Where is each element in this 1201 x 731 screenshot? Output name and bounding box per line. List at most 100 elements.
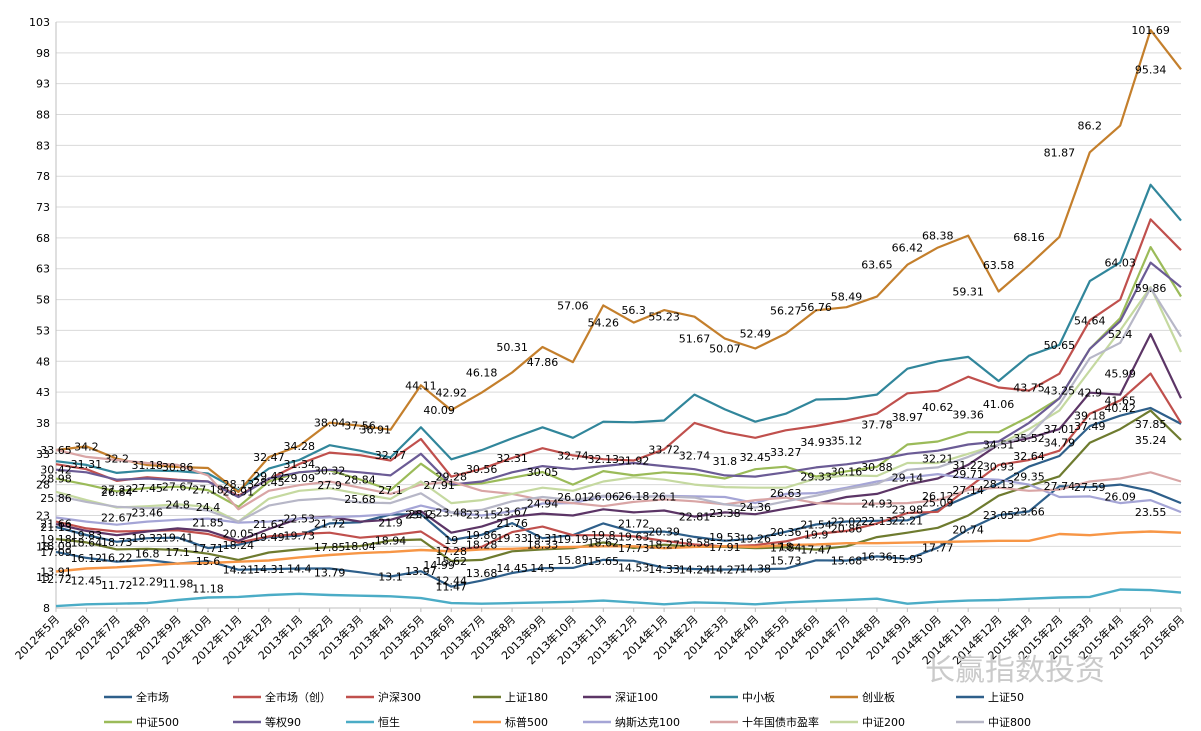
data-label: 15.81 <box>557 554 589 567</box>
data-label: 22.21 <box>892 514 924 527</box>
data-label: 27.91 <box>423 479 455 492</box>
data-label: 45.99 <box>1104 368 1136 381</box>
data-label: 15.73 <box>770 554 802 567</box>
data-label: 32.77 <box>375 449 407 462</box>
data-label: 19.8 <box>591 529 616 542</box>
data-label: 18 <box>779 540 793 553</box>
data-label: 25.68 <box>344 493 376 506</box>
data-label: 19.53 <box>709 531 741 544</box>
data-label: 30.05 <box>527 466 559 479</box>
data-label: 19.9 <box>804 529 829 542</box>
y-tick-label: 38 <box>36 417 50 430</box>
data-label: 12.44 <box>436 575 468 588</box>
data-label: 11.18 <box>192 582 224 595</box>
series-line-15 <box>55 287 1182 523</box>
data-label: 21.9 <box>378 516 403 529</box>
data-label: 17.1 <box>165 546 190 559</box>
data-label: 39.36 <box>952 409 984 422</box>
data-label: 21.54 <box>800 518 832 531</box>
data-label: 18.27 <box>648 539 680 552</box>
legend: 全市场 全市场（创） 沪深300 上证180 深证100 中小板 创业板 上证50 中证500 等… <box>104 690 1031 729</box>
data-label: 29.14 <box>892 472 924 485</box>
data-label: 18.73 <box>101 536 133 549</box>
data-label: 17.73 <box>618 542 650 555</box>
data-label: 19.83 <box>71 529 103 542</box>
data-label: 23.15 <box>466 509 498 522</box>
data-label: 21.76 <box>496 517 528 530</box>
data-label: 26.01 <box>557 491 589 504</box>
data-label: 14.45 <box>496 562 528 575</box>
data-label: 32.21 <box>922 453 954 466</box>
data-label: 28.45 <box>253 476 285 489</box>
data-label: 21.72 <box>314 517 346 530</box>
data-label: 23.2 <box>409 508 434 521</box>
data-label: 23.67 <box>496 505 528 518</box>
legend-label: 中证500 <box>136 716 179 729</box>
data-label: 32.74 <box>557 449 589 462</box>
legend-label: 上证50 <box>988 691 1024 704</box>
data-label: 22.67 <box>101 512 133 525</box>
data-label: 14.5 <box>530 562 555 575</box>
data-label: 12.72 <box>40 573 72 586</box>
data-label: 17.77 <box>922 542 954 555</box>
data-label: 43.75 <box>1013 381 1045 394</box>
legend-label: 中证200 <box>862 716 905 729</box>
data-label: 29.28 <box>436 471 468 484</box>
data-label: 18.33 <box>527 538 559 551</box>
data-label: 29.33 <box>800 470 832 483</box>
data-label: 19.49 <box>253 531 285 544</box>
data-label: 56.76 <box>800 301 832 314</box>
data-label: 59.86 <box>1135 282 1167 295</box>
data-label: 27.9 <box>317 479 342 492</box>
data-label: 18.64 <box>71 536 103 549</box>
data-label: 25.86 <box>40 492 72 505</box>
data-label: 27.14 <box>952 484 984 497</box>
data-label: 31.31 <box>71 458 103 471</box>
legend-label: 全市场（创） <box>265 690 331 704</box>
data-label: 32.64 <box>1013 450 1045 463</box>
data-label: 34.93 <box>800 436 832 449</box>
data-label: 31.8 <box>713 455 738 468</box>
data-label: 43.25 <box>1044 385 1076 398</box>
data-label: 17.84 <box>770 541 802 554</box>
y-tick-label: 63 <box>36 263 50 276</box>
data-label: 56.3 <box>621 304 646 317</box>
data-label: 19.73 <box>283 530 315 543</box>
data-label: 24.36 <box>740 501 772 514</box>
data-label: 17.91 <box>709 541 741 554</box>
data-label: 37.85 <box>1135 418 1167 431</box>
data-label: 23.15 <box>405 509 437 522</box>
data-label: 16.36 <box>861 550 893 563</box>
data-label: 32.13 <box>588 453 620 466</box>
data-label: 33.72 <box>648 443 680 456</box>
data-label: 32.2 <box>105 453 130 466</box>
data-label: 34.28 <box>283 440 315 453</box>
data-label: 95.34 <box>1135 63 1167 76</box>
data-label: 25.09 <box>922 497 954 510</box>
data-label: 15.68 <box>831 555 863 568</box>
data-label: 31.92 <box>618 454 650 467</box>
data-label: 34.2 <box>74 440 99 453</box>
data-label: 101.69 <box>1131 24 1170 37</box>
data-label: 55.23 <box>648 311 680 324</box>
y-axis: 8 13 18 23 28 33 38 43 48 53 58 63 68 73 78 83 88 93 98 103 <box>29 16 57 615</box>
data-label: 36.91 <box>360 424 392 437</box>
data-label: 63.58 <box>983 259 1015 272</box>
data-label: 50.65 <box>1044 339 1076 352</box>
data-label: 32.47 <box>253 451 285 464</box>
data-label: 19 <box>444 534 458 547</box>
data-label: 31.22 <box>952 459 984 472</box>
legend-label: 恒生 <box>378 715 400 729</box>
data-label: 37.49 <box>1074 420 1106 433</box>
data-label: 27.22 <box>101 483 133 496</box>
data-label: 20.36 <box>770 526 802 539</box>
data-label: 29.09 <box>283 472 315 485</box>
data-label: 51.67 <box>679 333 711 346</box>
data-label: 19.19 <box>557 533 589 546</box>
data-label: 23.66 <box>1013 505 1045 518</box>
data-label: 13.91 <box>40 566 72 579</box>
data-label: 17.85 <box>314 541 346 554</box>
data-label: 40.42 <box>1104 402 1136 415</box>
data-label: 68.38 <box>922 230 954 243</box>
data-label: 15.6 <box>196 555 221 568</box>
